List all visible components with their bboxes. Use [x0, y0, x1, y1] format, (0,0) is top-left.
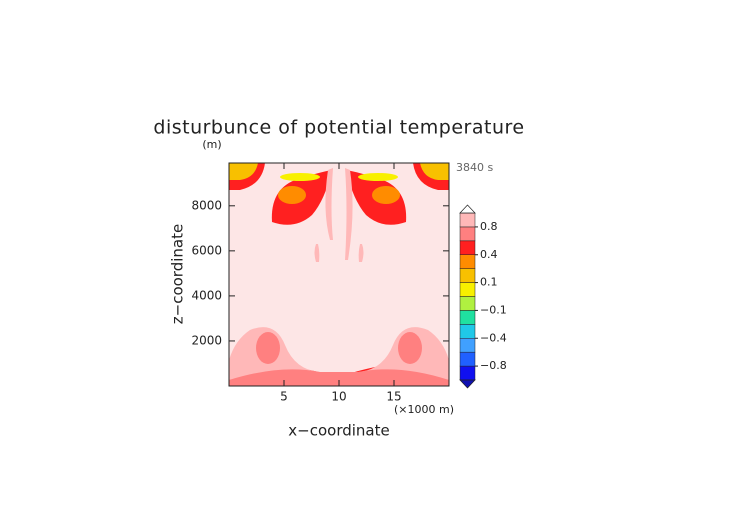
- y-unit: (m): [202, 138, 221, 151]
- colorbar-cell: [459, 254, 476, 269]
- x-tick-label: 5: [280, 390, 288, 404]
- x-axis-label: x−coordinate: [288, 422, 389, 440]
- y-axis-label: z−coordinate: [169, 224, 187, 324]
- colorbar-tick-label: 0.8: [480, 220, 498, 233]
- colorbar-cell: [459, 282, 476, 297]
- colorbar-tick-label: 0.1: [480, 276, 498, 289]
- colorbar-extend-top: [459, 204, 476, 214]
- colorbar-cell: [459, 324, 476, 339]
- colorbar-cell: [459, 310, 476, 325]
- colorbar-cell: [459, 268, 476, 283]
- x-tick-label: 15: [386, 390, 401, 404]
- colorbar-tick-label: −0.1: [480, 303, 507, 316]
- colorbar-cell: [459, 212, 476, 228]
- colorbar-cell: [459, 365, 476, 381]
- y-tick-label: 2000: [191, 333, 222, 347]
- y-tick-label: 4000: [191, 288, 222, 302]
- colorbar-tick-label: −0.4: [480, 331, 507, 344]
- colorbar-cell: [459, 226, 476, 242]
- y-tick-label: 8000: [191, 198, 222, 212]
- colorbar-cell: [459, 351, 476, 367]
- x-tick-label: 10: [331, 390, 346, 404]
- colorbar-tick-label: 0.4: [480, 248, 498, 261]
- time-label: 3840 s: [456, 161, 493, 174]
- chart-title: disturbunce of potential temperature: [153, 117, 524, 139]
- colorbar-cell: [459, 338, 476, 353]
- x-unit: (×1000 m): [394, 403, 454, 416]
- colorbar-cell: [459, 296, 476, 311]
- contour-field: [229, 163, 449, 386]
- colorbar-tick-label: −0.8: [480, 359, 507, 372]
- colorbar-extend-bottom: [459, 379, 476, 389]
- y-tick-label: 6000: [191, 243, 222, 257]
- colorbar-cell: [459, 240, 476, 255]
